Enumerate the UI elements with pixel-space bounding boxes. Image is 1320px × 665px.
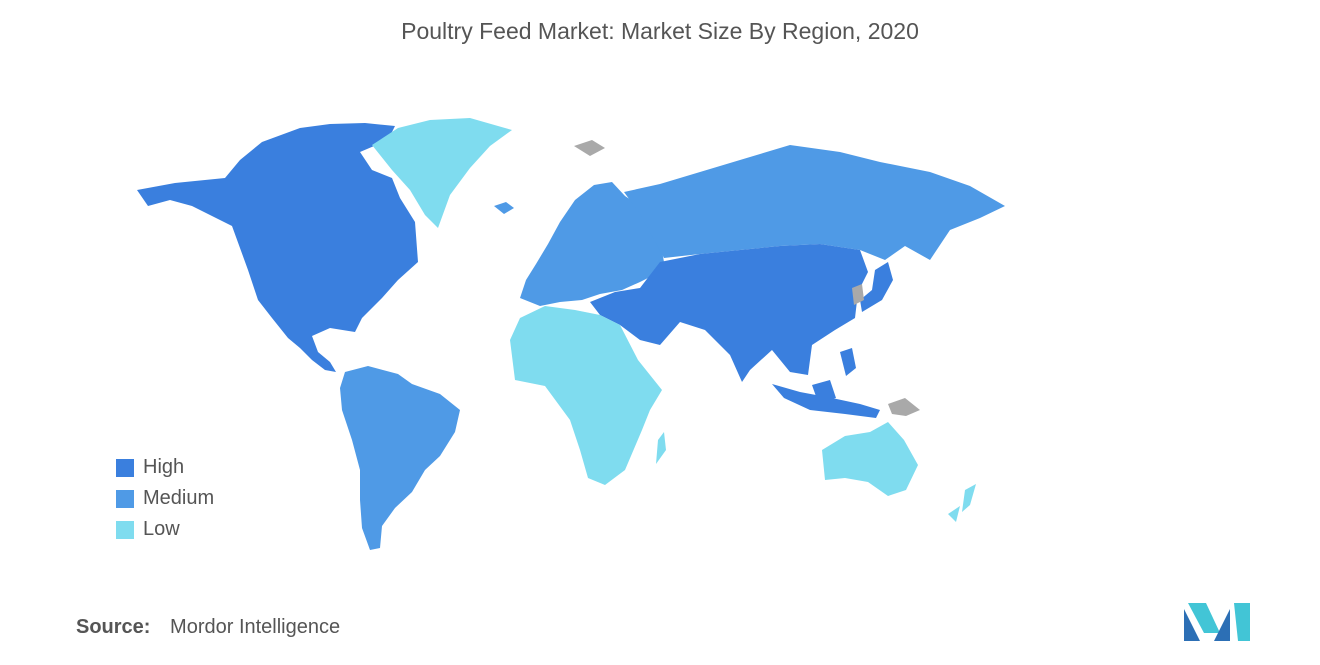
- region-russia: [624, 145, 1005, 260]
- region-papua-new-guinea: [888, 398, 920, 416]
- region-south-america: [340, 366, 460, 550]
- chart-title: Poultry Feed Market: Market Size By Regi…: [401, 18, 919, 44]
- region-madagascar: [656, 432, 666, 464]
- legend-label-high: High: [143, 456, 185, 478]
- legend-item-medium: Medium: [116, 483, 214, 514]
- legend-label-low: Low: [143, 518, 180, 540]
- region-japan: [860, 262, 893, 312]
- region-iceland: [494, 202, 514, 214]
- region-europe: [520, 182, 664, 306]
- mordor-intelligence-logo-icon: [1184, 603, 1250, 641]
- region-greenland: [372, 118, 512, 228]
- region-new-zealand: [948, 484, 976, 522]
- region-asia-pacific: [590, 244, 868, 382]
- region-southeast-asia: [772, 348, 880, 418]
- legend-swatch-low: [116, 520, 134, 539]
- legend-item-high: High: [116, 452, 214, 483]
- source-value: Mordor Intelligence: [170, 616, 341, 638]
- legend-item-low: Low: [116, 514, 214, 545]
- legend-swatch-high: [116, 458, 134, 477]
- legend-swatch-medium: [116, 489, 134, 508]
- region-north-america: [137, 123, 418, 372]
- region-africa: [510, 306, 662, 485]
- region-korea: [852, 284, 864, 305]
- region-svalbard: [574, 140, 605, 156]
- region-australia: [822, 422, 918, 496]
- source-note: Source: Mordor Intelligence: [76, 616, 340, 639]
- source-label: Source:: [76, 616, 151, 638]
- legend: High Medium Low: [116, 452, 214, 545]
- legend-label-medium: Medium: [143, 487, 215, 509]
